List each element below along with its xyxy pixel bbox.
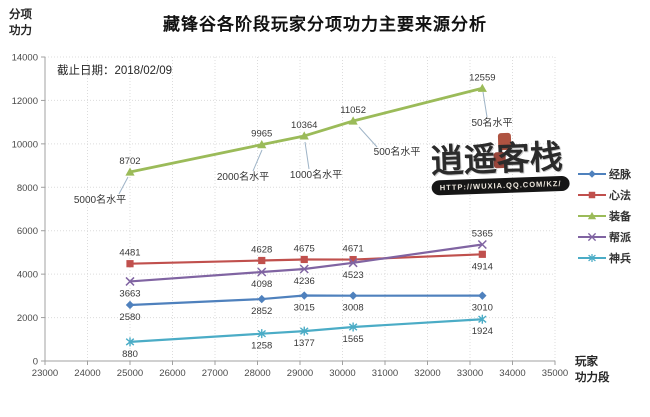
- x-tick-label: 25000: [117, 368, 143, 379]
- series-经脉: 2580 2852 3015 3008 3010: [119, 291, 493, 323]
- series-心法: 4481 4628 4675 4671 4914: [119, 243, 492, 272]
- data-label: 4675: [294, 243, 315, 254]
- data-label: 8702: [119, 156, 140, 167]
- watermark-brand-text: 逍遥客栈: [430, 136, 564, 181]
- data-label: 10364: [291, 120, 317, 131]
- annotation-label: 1000名水平: [290, 168, 342, 181]
- axes: 23000 24000 25000 26000 27000 28000 29000 30000…: [12, 53, 569, 380]
- legend-label: 装备: [609, 210, 631, 223]
- data-label: 3663: [119, 288, 140, 299]
- data-label: 4098: [251, 279, 272, 290]
- legend-marker-icon: [578, 169, 606, 178]
- x-tick-label: 31000: [372, 368, 398, 379]
- y-tick-label: 6000: [17, 226, 38, 237]
- x-tick-label: 29000: [287, 368, 313, 379]
- legend-item-神兵: 神兵: [577, 247, 631, 268]
- legend-item-帮派: 帮派: [577, 226, 631, 247]
- data-label: 4523: [343, 270, 364, 281]
- y-axis-title: 分项 功力: [9, 9, 32, 37]
- data-label: 4914: [472, 261, 493, 272]
- legend-item-心法: 心法: [577, 184, 631, 205]
- data-label: 880: [122, 349, 138, 360]
- x-tick-label: 30000: [329, 368, 355, 379]
- legend-marker-icon: [578, 211, 606, 219]
- y-tick-label: 2000: [17, 313, 38, 324]
- x-tick-label: 24000: [74, 368, 100, 379]
- chart-title: 藏锋谷各阶段玩家分项功力主要来源分析: [163, 15, 487, 35]
- legend-item-装备: 装备: [577, 205, 631, 226]
- y-tick-label: 0: [33, 357, 38, 368]
- series-神兵: 880 1258 1377 1565 1924: [122, 314, 493, 360]
- legend-marker-icon: [578, 253, 606, 262]
- data-label: 12559: [469, 72, 495, 83]
- data-label: 2580: [119, 312, 140, 323]
- annotation-label: 2000名水平: [217, 170, 269, 183]
- x-tick-label: 26000: [159, 368, 185, 379]
- x-tick-label: 23000: [32, 368, 58, 379]
- annotations: 5000名水平 2000名水平 1000名水平 500名水平 50名水平: [74, 91, 513, 206]
- y-tick-label: 14000: [12, 53, 38, 64]
- y-tick-label: 10000: [12, 139, 38, 150]
- series-装备: 8702 9965 10364 11052 12559: [119, 72, 496, 176]
- data-label: 4481: [119, 248, 140, 259]
- x-tick-label: 27000: [202, 368, 228, 379]
- legend-label: 心法: [609, 189, 631, 202]
- x-tick-label: 34000: [499, 368, 525, 379]
- x-tick-label: 28000: [244, 368, 270, 379]
- data-label: 11052: [340, 105, 366, 116]
- annotation-label: 500名水平: [374, 145, 421, 158]
- data-label: 9965: [251, 129, 272, 140]
- data-label: 2852: [251, 306, 272, 317]
- watermark-logo: 逍遥客栈 HTTP://WUXIA.QQ.COM/KZ/: [430, 132, 578, 196]
- data-label: 1258: [251, 341, 272, 352]
- data-label: 4671: [343, 244, 364, 255]
- data-label: 3008: [343, 303, 364, 314]
- data-label: 4628: [251, 245, 272, 256]
- data-label: 5365: [472, 229, 493, 240]
- legend-item-经脉: 经脉: [577, 163, 631, 184]
- y-tick-label: 12000: [12, 96, 38, 107]
- legend-marker-icon: [578, 232, 606, 241]
- y-tick-label: 8000: [17, 183, 38, 194]
- y-tick-label: 4000: [17, 270, 38, 281]
- legend-label: 经脉: [609, 168, 631, 181]
- data-label: 4236: [294, 276, 315, 287]
- x-axis-title: 玩家 功力段: [575, 356, 610, 385]
- date-note: 截止日期：2018/02/09: [57, 65, 173, 77]
- x-tick-label: 33000: [457, 368, 483, 379]
- x-tick-label: 35000: [542, 368, 568, 379]
- legend-label: 神兵: [609, 252, 631, 265]
- annotation-label: 50名水平: [471, 116, 512, 129]
- annotation-label: 5000名水平: [74, 193, 126, 206]
- data-label: 3010: [472, 303, 493, 314]
- data-label: 1377: [294, 338, 315, 349]
- data-label: 1924: [472, 326, 493, 337]
- legend-marker-icon: [578, 191, 606, 198]
- x-tick-label: 32000: [414, 368, 440, 379]
- data-label: 3015: [294, 303, 315, 314]
- data-label: 1565: [343, 334, 364, 345]
- chart-legend: 经脉心法装备帮派神兵: [577, 163, 631, 268]
- series-帮派: 3663 4098 4236 4523 5365: [119, 229, 492, 300]
- legend-label: 帮派: [609, 231, 631, 244]
